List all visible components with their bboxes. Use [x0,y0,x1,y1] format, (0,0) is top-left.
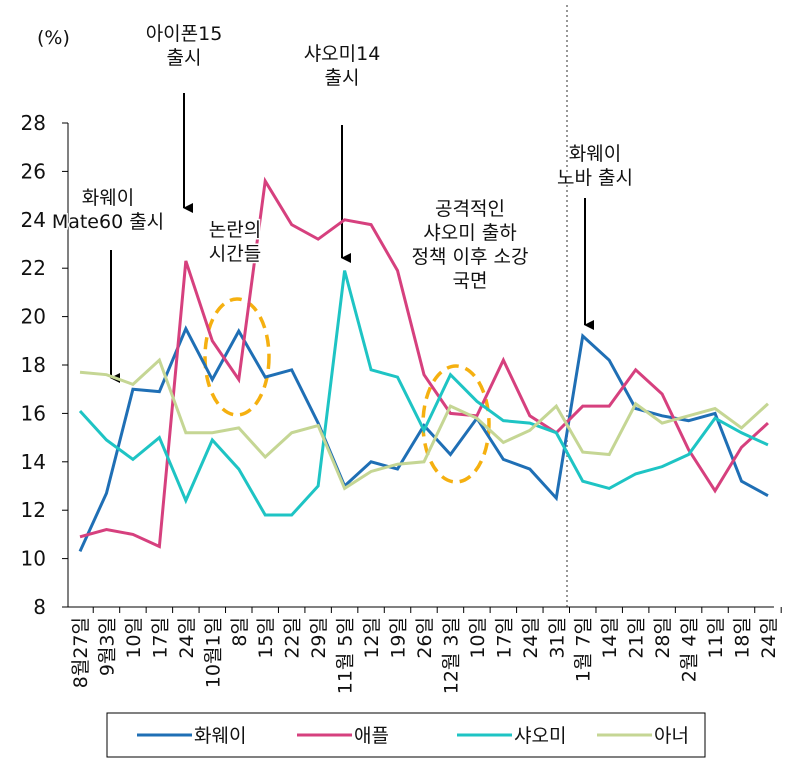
legend-box [106,712,706,758]
x-tick-label: 11일 [705,617,727,659]
y-tick-label: 18 [21,353,46,377]
x-tick-label: 8일 [229,617,251,647]
x-tick-label: 22일 [282,617,304,659]
x-tick-label: 17일 [493,617,515,659]
x-tick-label: 11월 5일 [335,617,357,694]
x-tick-label: 24일 [520,617,542,659]
y-tick-label: 14 [21,450,46,474]
line-series [79,176,769,549]
y-tick-label: 28 [21,111,46,135]
x-tick-label: 17일 [149,617,171,659]
arrows [110,93,594,383]
legend-label: 애플 [354,725,389,747]
y-tick-label: 20 [21,305,46,329]
line-series [79,357,769,491]
x-tick-label: 12월 3일 [440,617,462,694]
x-tick-label: 1월 7일 [573,617,595,682]
y-tick-label: 22 [21,256,46,280]
annotation: 시간들 [209,243,261,265]
x-tick-label: 10월1일 [202,617,224,688]
x-tick-label: 10일 [467,617,489,659]
annotation: 샤오미 출하 [423,222,516,244]
x-tick-label: 18일 [732,617,754,659]
annotation: 논란의 [209,219,261,241]
line-series [78,325,769,552]
x-tick-label: 31일 [546,617,568,659]
x-tick-label: 28일 [652,617,674,659]
annotation: 출시 [167,47,202,69]
x-tick-label: 2월 4일 [679,617,701,682]
legend-label: 아너 [654,725,689,747]
x-tick-label: 10일 [123,617,145,659]
annotation: 아이폰15 [146,23,223,45]
x-tick-label: 24일 [758,617,780,659]
annotation: 공격적인 [435,198,505,220]
y-tick-label: 10 [21,547,46,571]
x-tick-label: 19일 [388,617,410,659]
annotation: 샤오미14 [304,43,381,65]
y-tick-label: 12 [21,498,46,522]
x-tick-label: 26일 [414,617,436,659]
annotation: 화웨이 [569,143,621,165]
annotation: 국면 [453,270,488,292]
annotation: 정책 이후 소강 [412,246,529,268]
y-tick-label: 26 [21,159,46,183]
legend-label: 샤오미 [514,725,566,747]
x-tick-label: 24일 [176,617,198,659]
y-tick-label: 8 [33,595,46,619]
x-tick-label: 14일 [599,617,621,659]
y-tick-label: 16 [21,401,46,425]
y-tick-label: 24 [21,208,46,232]
annotation: 출시 [325,67,360,89]
x-tick-label: 29일 [308,617,330,659]
annotation: 화웨이 [82,187,134,209]
annotation: 노바 출시 [557,167,633,189]
x-tick-label: 8월27일 [70,617,92,688]
x-tick-label: 21일 [626,617,648,659]
x-tick-label: 12일 [361,617,383,659]
x-tick-label: 15일 [255,617,277,659]
line-series [78,270,769,517]
x-tick-label: 9월3일 [96,617,118,676]
annotation: Mate60 출시 [52,211,164,233]
legend-label: 화웨이 [194,725,246,747]
y-unit: (%) [37,27,70,49]
highlight-ellipses [203,297,491,484]
